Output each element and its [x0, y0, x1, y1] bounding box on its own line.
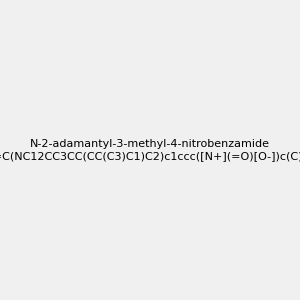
Text: N-2-adamantyl-3-methyl-4-nitrobenzamide
O=C(NC12CC3CC(CC(C3)C1)C2)c1ccc([N+](=O): N-2-adamantyl-3-methyl-4-nitrobenzamide … [0, 139, 300, 161]
